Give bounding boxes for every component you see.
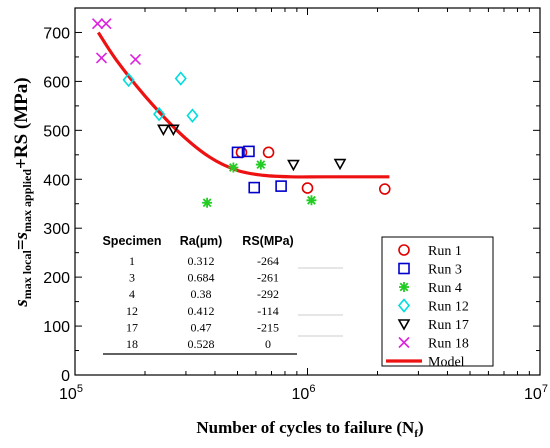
data-point-run-18 (91, 18, 104, 30)
legend-item: Run 18 (398, 336, 469, 352)
legend-item: Run 12 (397, 298, 469, 315)
legend-marker (397, 298, 411, 313)
legend-box (381, 236, 494, 367)
x-tick-label: 105 (59, 383, 83, 403)
legend-marker (398, 244, 410, 256)
model-line (96, 31, 390, 179)
data-point-run-4 (228, 162, 239, 173)
data-point-run-3 (275, 180, 287, 192)
table-cell-ra: 0.684 (188, 271, 215, 285)
table-row: 12 0.412 -114 (126, 304, 279, 318)
y-tick-label: 700 (43, 25, 70, 42)
table-row: 1 0.312 -264 (129, 254, 279, 268)
table-cell-specimen: 18 (126, 337, 138, 351)
legend-label: Run 4 (428, 281, 462, 296)
table-header-ra: Ra(µm) (180, 234, 223, 248)
table-cell-rs: -261 (257, 271, 279, 285)
data-point-run-17 (157, 124, 170, 137)
data-point-run-3 (248, 181, 261, 194)
y-tick-label: 300 (43, 221, 70, 238)
legend-item: Run 1 (398, 244, 462, 259)
legend-label: Run 17 (428, 318, 469, 333)
table-rows: 1 0.312 -264 3 0.684 -261 4 0.38 -292 12 0.412 -114… (126, 254, 279, 351)
table-header-specimen: Specimen (102, 234, 161, 248)
table-row: 4 0.38 -292 (129, 287, 279, 301)
data-point-run-12 (153, 106, 166, 122)
table-cell-specimen: 12 (126, 304, 138, 318)
y-tick-label: 500 (43, 123, 70, 140)
legend-marker (398, 336, 410, 349)
data-point-run-18 (100, 18, 112, 30)
legend-label: Run 18 (428, 337, 469, 352)
data-point-run-3 (243, 145, 255, 158)
y-tick-label: 400 (43, 172, 70, 189)
table-cell-specimen: 4 (129, 287, 135, 301)
x-tick-label: 107 (524, 383, 548, 403)
table-row: 3 0.684 -261 (129, 271, 279, 285)
data-point-run-17 (167, 124, 180, 137)
x-tick-label: 106 (292, 383, 316, 403)
table-cell-rs: 0 (265, 337, 271, 351)
data-point-run-1 (262, 146, 275, 159)
legend-marker (398, 262, 410, 275)
table-cell-specimen: 3 (129, 271, 135, 285)
legend-label: Run 12 (428, 300, 469, 315)
table-cell-rs: -215 (257, 320, 279, 334)
legend-item: Model (386, 355, 465, 370)
legend-item: Run 17 (397, 318, 469, 333)
y-tick-label: 600 (43, 74, 70, 91)
data-point-run-12 (122, 72, 135, 88)
axis-ticks: 0 100 200 300 400 500 600 700 105 106 107 (43, 8, 548, 403)
legend-marker (397, 319, 411, 331)
legend-item: Run 3 (398, 262, 462, 278)
y-tick-label: 200 (43, 270, 70, 287)
y-tick-label: 0 (61, 368, 70, 385)
data-point-run-17 (287, 159, 300, 172)
data-point-run-18 (129, 53, 142, 65)
legend-label: Run 3 (428, 263, 462, 278)
legend: Run 1 Run 3 Run 4 Run 12 Run 17 Run 18 Model (381, 236, 494, 370)
data-point-run-3 (231, 146, 244, 159)
legend-label: Run 1 (428, 244, 462, 259)
data-point-run-18 (95, 52, 108, 64)
data-point-run-12 (186, 108, 199, 123)
data-point-run-4 (202, 197, 213, 208)
table-cell-ra: 0.312 (188, 254, 215, 268)
data-point-run-4 (255, 159, 266, 170)
y-axis-title: smax local=smax applied+RS (MPa) (11, 77, 34, 307)
model-curve (96, 31, 390, 179)
table-cell-rs: -292 (257, 287, 279, 301)
table-cell-ra: 0.47 (191, 320, 212, 334)
x-axis-title: Number of cycles to failure (Nf) (196, 418, 423, 440)
table-cell-specimen: 1 (129, 254, 135, 268)
table-cell-ra: 0.38 (191, 287, 212, 301)
data-point-run-17 (333, 158, 347, 171)
legend-marker (399, 282, 409, 292)
table-cell-rs: -264 (257, 254, 279, 268)
table-row: 17 0.47 -215 (126, 320, 279, 334)
table-cell-ra: 0.528 (188, 337, 215, 351)
data-point-run-12 (174, 71, 187, 86)
legend-label: Model (428, 355, 465, 370)
table-row: 18 0.528 0 (126, 337, 271, 351)
legend-item: Run 4 (399, 281, 462, 296)
data-points (91, 18, 391, 208)
inset-table: Specimen Ra(µm) RS(MPa) 1 0.312 -264 3 0.684… (102, 234, 343, 355)
y-tick-label: 100 (43, 319, 70, 336)
data-point-run-1 (378, 183, 391, 195)
data-point-run-4 (306, 195, 317, 206)
table-cell-specimen: 17 (126, 320, 138, 334)
table-cell-ra: 0.412 (188, 304, 215, 318)
table-header-rs: RS(MPa) (242, 234, 293, 248)
data-point-run-1 (301, 182, 314, 194)
table-cell-rs: -114 (257, 304, 279, 318)
